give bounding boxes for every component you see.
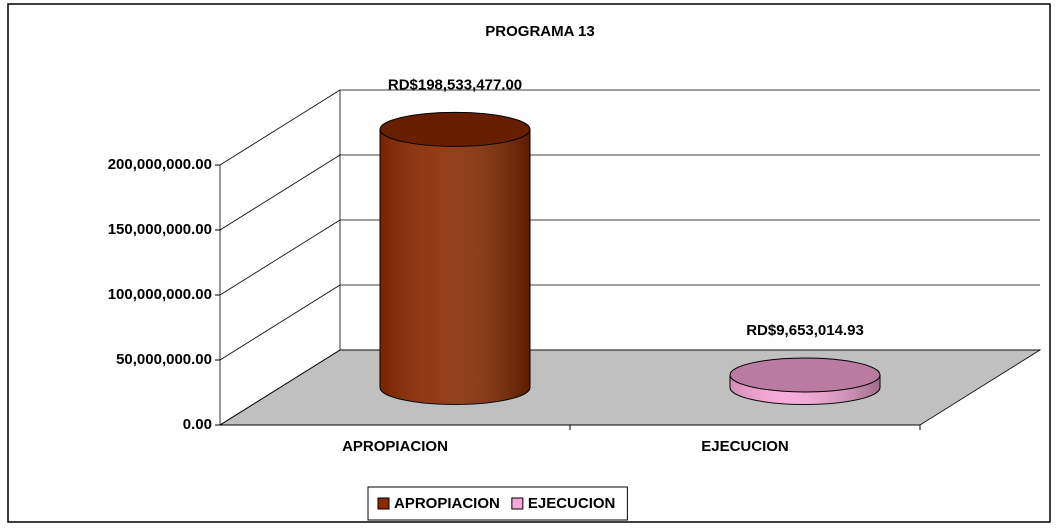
data-label: RD$9,653,014.93 [746, 322, 864, 339]
bar-top [729, 357, 881, 393]
legend: APROPIACION EJECUCION [367, 486, 628, 521]
floor [218, 349, 1042, 426]
legend-swatch [511, 497, 524, 510]
grid-line [219, 349, 341, 426]
y-tick-label: 150,000,000.00 [108, 221, 212, 238]
bar-top-shade [730, 357, 880, 392]
chart-title: PROGRAMA 13 [485, 23, 594, 40]
x-tick-label: APROPIACION [342, 438, 448, 455]
grid-line [219, 154, 341, 231]
grid-line [219, 219, 341, 296]
legend-swatch [377, 497, 390, 510]
grid-line [219, 284, 341, 361]
data-label: RD$198,533,477.00 [388, 76, 522, 93]
bar-shade [380, 129, 530, 405]
legend-box [367, 486, 628, 521]
bar-top-shade [380, 112, 530, 147]
grid-line [219, 89, 341, 166]
legend-label: EJECUCION [528, 495, 616, 512]
y-tick-label: 200,000,000.00 [108, 156, 212, 173]
bar-top [379, 111, 531, 147]
y-tick-label: 0.00 [183, 416, 212, 433]
legend-label: APROPIACION [394, 495, 500, 512]
x-tick-label: EJECUCION [701, 438, 789, 455]
y-tick-label: 100,000,000.00 [108, 286, 212, 303]
y-tick-label: 50,000,000.00 [116, 351, 212, 368]
